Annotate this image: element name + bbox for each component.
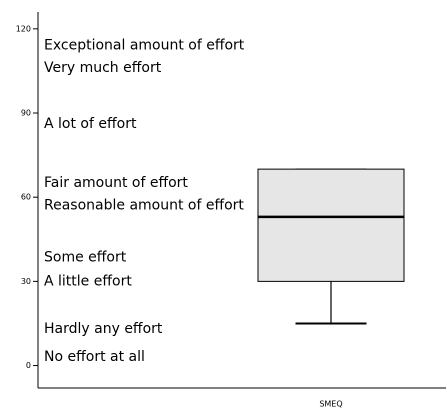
annotation: A lot of effort: [44, 116, 137, 132]
annotation: Hardly any effort: [44, 321, 163, 337]
y-tick-label: 30: [21, 277, 31, 286]
annotation: No effort at all: [44, 349, 145, 365]
y-tick-label: 60: [21, 193, 31, 202]
annotation: Exceptional amount of effort: [44, 38, 245, 54]
x-tick-label: SMEQ: [319, 400, 342, 409]
y-tick-label: 90: [21, 109, 31, 118]
y-tick-label: 0: [26, 361, 31, 370]
annotation: A little effort: [44, 273, 132, 289]
annotation: Fair amount of effort: [44, 175, 188, 191]
annotation: Very much effort: [44, 60, 162, 76]
annotation: Some effort: [44, 250, 127, 266]
y-tick-label: 120: [16, 24, 31, 33]
annotation: Reasonable amount of effort: [44, 198, 244, 214]
box: [257, 168, 405, 282]
